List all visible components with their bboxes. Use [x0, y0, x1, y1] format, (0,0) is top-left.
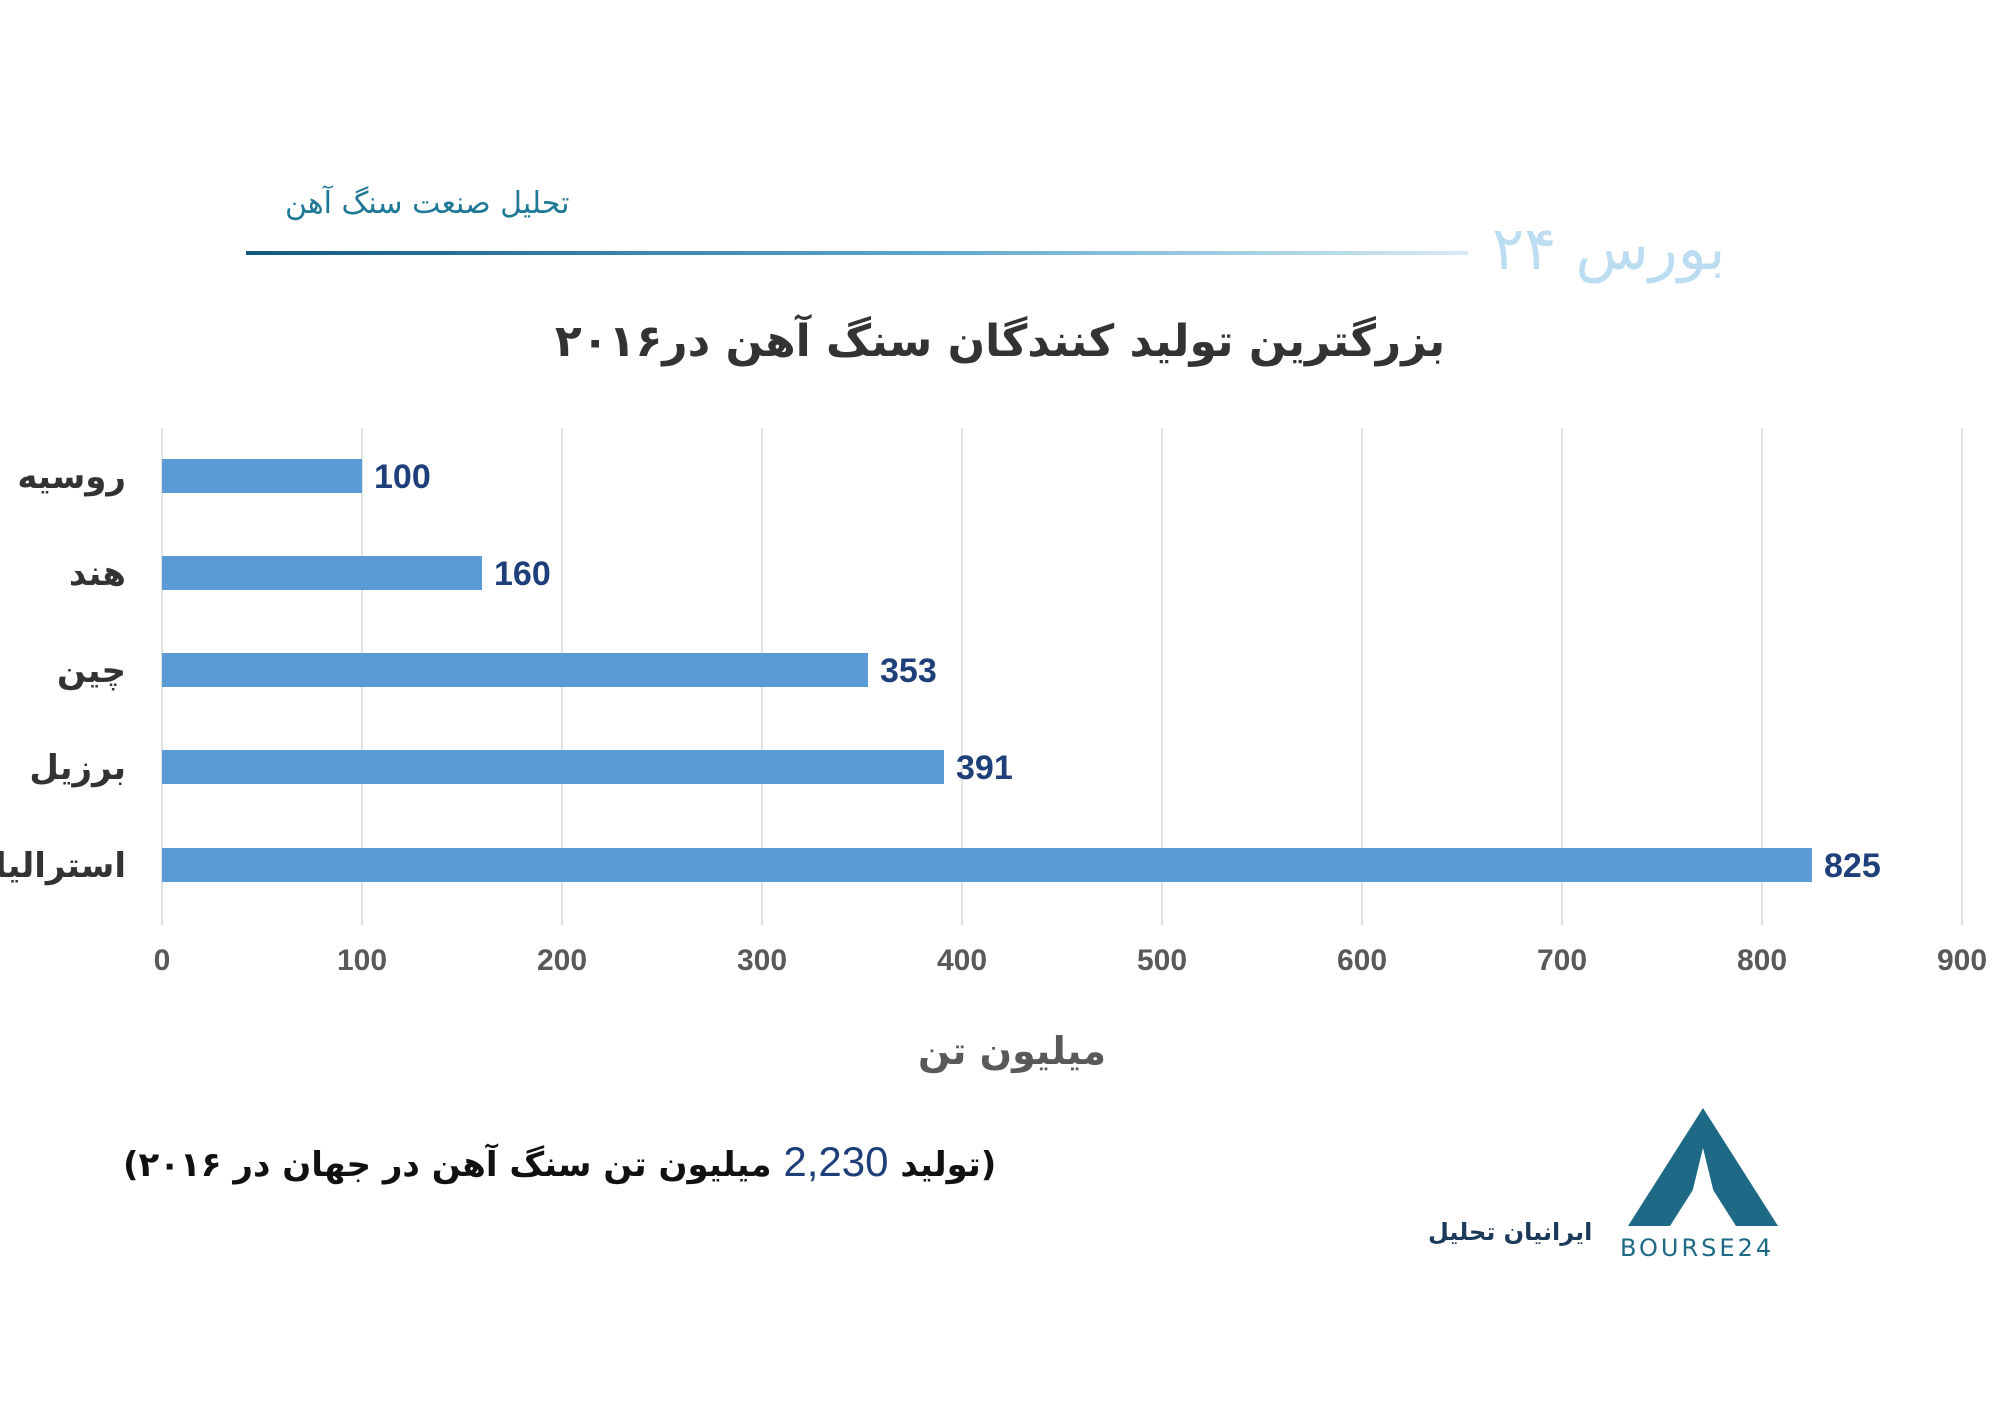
data-label-4: 825: [1824, 847, 1881, 885]
data-label-1: 160: [494, 555, 551, 593]
category-label-0: روسیه: [17, 457, 126, 497]
data-label-2: 353: [880, 652, 937, 690]
brand-wordmark: BOURSE24: [1620, 1234, 1775, 1262]
section-title: تحلیل صنعت سنگ آهن: [285, 186, 570, 221]
x-tick-label-8: 800: [1737, 944, 1787, 977]
x-tick-label-7: 700: [1537, 944, 1587, 977]
category-label-3: برزیل: [29, 748, 126, 788]
x-tick-label-6: 600: [1337, 944, 1387, 977]
data-label-0: 100: [374, 458, 431, 496]
bar-4: [162, 848, 1812, 882]
x-tick-label-3: 300: [737, 944, 787, 977]
x-tick-label-9: 900: [1937, 944, 1987, 977]
footnote-value: 2,230: [783, 1138, 889, 1185]
bar-2: [162, 653, 868, 687]
x-tick-label-0: 0: [154, 944, 171, 977]
category-label-1: هند: [69, 554, 126, 594]
x-tick-label-2: 200: [537, 944, 587, 977]
x-axis-title: میلیون تن: [918, 1029, 1106, 1073]
x-tick-label-4: 400: [937, 944, 987, 977]
category-label-2: چین: [57, 651, 126, 691]
data-label-3: 391: [956, 749, 1013, 787]
chart-title: بزرگترین تولید کنندگان سنگ آهن در۲۰۱۶: [554, 316, 1446, 367]
category-label-4: استرالیا: [0, 846, 126, 886]
footnote-suffix: میلیون تن سنگ آهن در جهان در ۲۰۱۶): [123, 1145, 772, 1185]
brand-logo-icon: [1628, 1108, 1778, 1226]
bar-0: [162, 459, 362, 493]
bar-3: [162, 750, 944, 784]
brand-label: ایرانیان تحلیل: [1428, 1218, 1593, 1246]
logo: بورس ۲۴: [1492, 214, 1726, 284]
x-tick-label-1: 100: [337, 944, 387, 977]
x-tick-label-5: 500: [1137, 944, 1187, 977]
footnote-prefix: (تولید: [900, 1145, 997, 1185]
header-divider: [246, 251, 1468, 255]
bar-chart: روسیه 100 هند 160 چین 353 برزیل 391 استرالیا 825 0…: [0, 428, 1987, 1073]
footnote: (تولید 2,230 میلیون تن سنگ آهن در جهان د…: [123, 1138, 996, 1186]
bar-1: [162, 556, 482, 590]
